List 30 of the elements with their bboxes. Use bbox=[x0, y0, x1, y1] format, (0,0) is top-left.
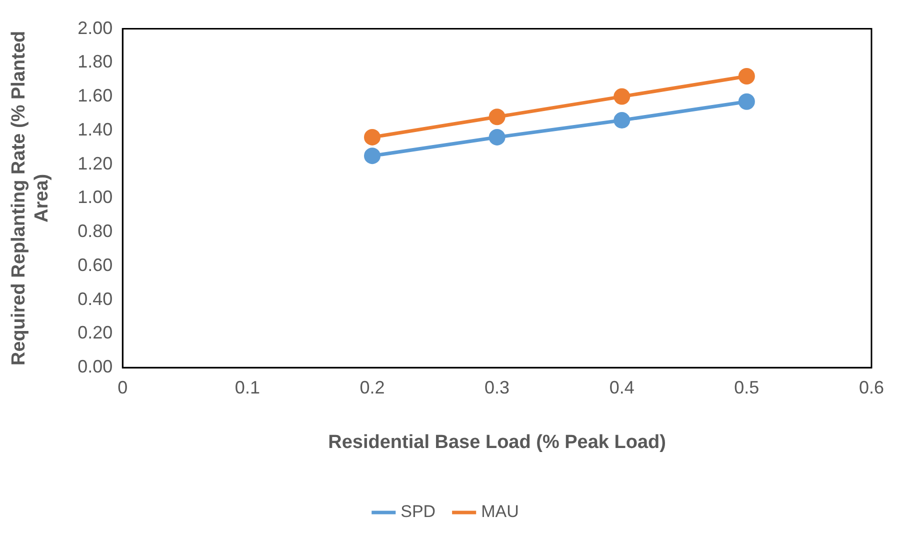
y-tick-label: 0.40 bbox=[78, 288, 113, 309]
x-tick-label: 0.4 bbox=[609, 377, 634, 398]
x-tick-label: 0.5 bbox=[734, 377, 760, 398]
x-axis-title: Residential Base Load (% Peak Load) bbox=[328, 432, 666, 453]
point bbox=[614, 112, 630, 129]
y-tick-label: 0.80 bbox=[78, 221, 113, 242]
point bbox=[488, 108, 506, 126]
point bbox=[364, 148, 380, 164]
y-tick-label: 1.20 bbox=[78, 153, 113, 174]
point bbox=[488, 128, 506, 146]
x-tick-label: 0.6 bbox=[858, 377, 884, 398]
y-tick-label: 1.60 bbox=[78, 86, 113, 106]
y-tick-label: 1.80 bbox=[78, 52, 113, 72]
point bbox=[738, 93, 755, 110]
y-tick-label: 0.00 bbox=[78, 356, 113, 377]
x-tick-label: 0.3 bbox=[484, 377, 510, 398]
legend-label: MAU bbox=[481, 502, 519, 522]
point bbox=[364, 128, 380, 146]
point bbox=[614, 88, 630, 105]
y-tick-label: 2.00 bbox=[78, 18, 113, 38]
legend-label: SPD bbox=[400, 502, 436, 522]
y-axis-title: Required Replanting Rate (% Planted Area) bbox=[8, 30, 52, 366]
x-tick-label: 0.2 bbox=[360, 377, 385, 398]
x-tick-label: 0.1 bbox=[234, 377, 260, 398]
y-tick-label: 1.00 bbox=[78, 187, 113, 208]
y-tick-label: 1.40 bbox=[78, 119, 113, 140]
x-tick-label: 0 bbox=[118, 377, 128, 398]
y-tick-label: 0.20 bbox=[78, 322, 113, 343]
point bbox=[738, 68, 755, 84]
y-tick-label: 0.60 bbox=[78, 254, 113, 275]
